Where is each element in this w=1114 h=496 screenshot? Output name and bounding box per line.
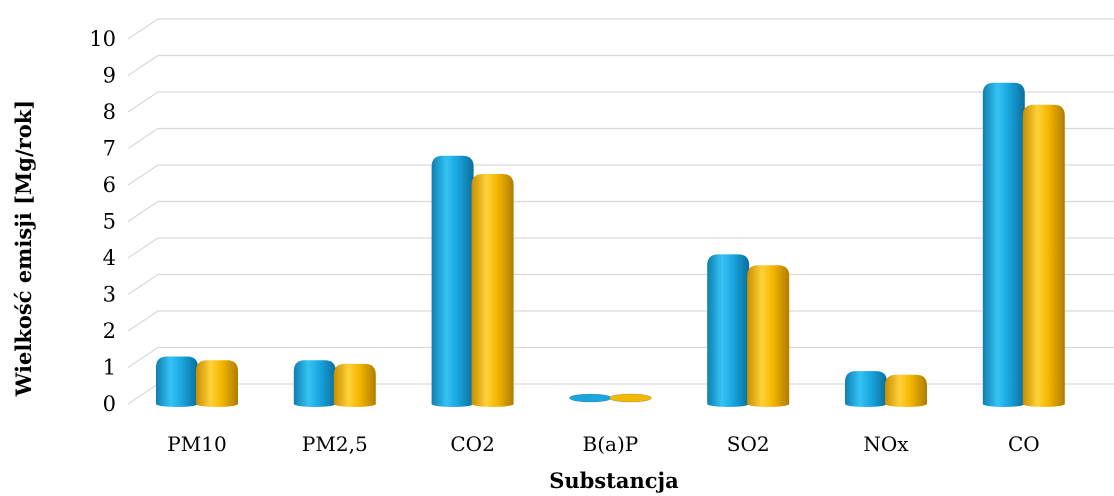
y-axis-ticks: 0 1 2 3 4 5 6 7 8 9 10: [89, 27, 116, 416]
y-tick-label: 6: [103, 173, 116, 197]
gridlines: [127, 18, 1114, 405]
bar-so2-series1: [707, 254, 750, 407]
bars: [156, 82, 1065, 407]
bar-nox-series1: [845, 371, 887, 407]
bar-bap-series1: [569, 393, 612, 403]
x-category-label: SO2: [727, 432, 770, 456]
gridline: [127, 18, 1114, 40]
y-tick-label: 4: [103, 246, 116, 270]
bar-co2-series2: [471, 174, 514, 407]
y-axis-title: Wielkość emisji [Mg/rok]: [11, 100, 36, 397]
x-axis-title: Substancja: [549, 468, 679, 493]
x-axis-categories: PM10 PM2,5 CO2 B(a)P SO2 NOx CO: [167, 432, 1039, 456]
gridline: [127, 200, 1114, 222]
y-tick-label: 7: [103, 137, 116, 161]
x-category-label: CO: [1008, 432, 1040, 456]
x-category-label: PM2,5: [302, 432, 368, 456]
bar-co-series1: [982, 82, 1025, 407]
bar-bap-series2: [609, 393, 652, 403]
x-category-label: NOx: [863, 432, 909, 456]
y-tick-label: 10: [89, 27, 116, 51]
bar-pm25-series2: [333, 363, 376, 407]
y-tick-label: 2: [103, 319, 116, 343]
y-tick-label: 5: [103, 210, 116, 234]
y-tick-label: 9: [103, 64, 116, 88]
bar-pm10-series1: [156, 356, 198, 407]
gridline: [127, 346, 1114, 368]
y-tick-label: 8: [103, 100, 116, 124]
bar-co2-series1: [431, 155, 474, 407]
bar-so2-series2: [747, 265, 790, 407]
gridline: [127, 273, 1114, 295]
bar-co-series2: [1022, 104, 1065, 407]
bar-pm10-series2: [196, 360, 238, 407]
x-category-label: B(a)P: [583, 432, 639, 456]
bar-nox-series2: [885, 374, 927, 407]
gridline: [127, 127, 1114, 149]
gridline: [127, 164, 1114, 186]
gridline: [127, 54, 1114, 76]
y-tick-label: 1: [103, 356, 116, 380]
x-category-label: PM10: [167, 432, 226, 456]
y-tick-label: 3: [103, 283, 116, 307]
gridline: [127, 237, 1114, 259]
gridline: [127, 91, 1114, 113]
gridline: [127, 310, 1114, 332]
bar-pm25-series1: [293, 360, 336, 407]
y-tick-label: 0: [103, 392, 116, 416]
x-category-label: CO2: [450, 432, 494, 456]
